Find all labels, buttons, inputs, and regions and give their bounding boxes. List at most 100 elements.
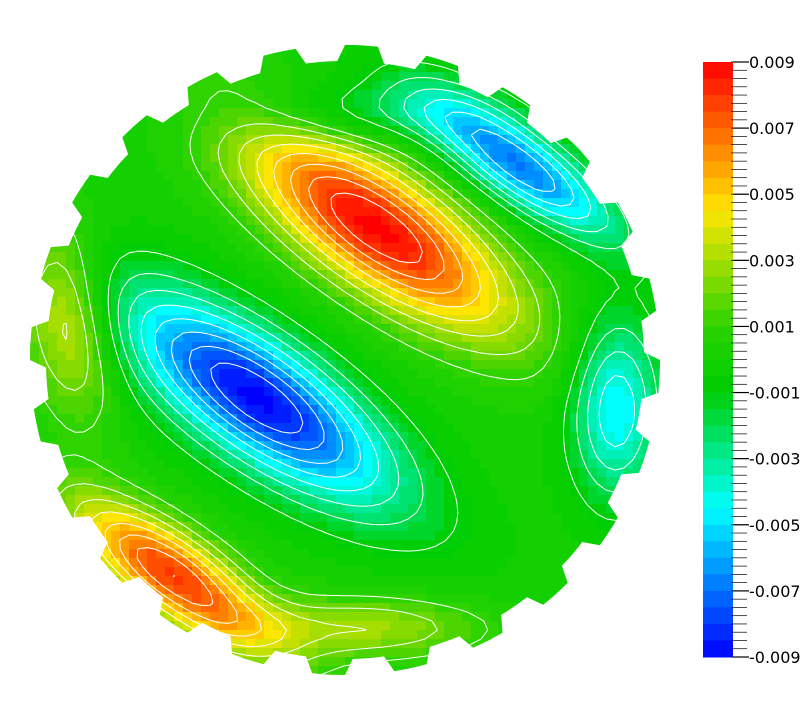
field-cell bbox=[102, 639, 112, 649]
field-cell bbox=[309, 180, 319, 190]
field-cell bbox=[336, 243, 346, 253]
field-cell bbox=[120, 549, 130, 559]
field-cell bbox=[192, 225, 202, 235]
field-cell bbox=[165, 630, 175, 640]
field-cell bbox=[588, 576, 598, 586]
field-cell bbox=[588, 468, 598, 478]
field-cell bbox=[48, 54, 58, 64]
field-cell bbox=[336, 72, 346, 82]
field-cell bbox=[75, 477, 85, 487]
field-cell bbox=[471, 486, 481, 496]
field-cell bbox=[534, 576, 544, 586]
field-cell bbox=[660, 288, 670, 298]
field-cell bbox=[588, 225, 598, 235]
field-cell bbox=[417, 90, 427, 100]
field-cell bbox=[30, 450, 40, 460]
field-cell bbox=[624, 369, 634, 379]
field-cell bbox=[579, 513, 589, 523]
field-cell bbox=[48, 432, 58, 442]
field-cell bbox=[516, 387, 526, 397]
field-cell bbox=[273, 117, 283, 127]
field-cell bbox=[615, 63, 625, 73]
field-cell bbox=[435, 603, 445, 613]
field-cell bbox=[624, 288, 634, 298]
field-cell bbox=[660, 90, 670, 100]
field-cell bbox=[444, 99, 454, 109]
field-cell bbox=[444, 477, 454, 487]
field-cell bbox=[381, 207, 391, 217]
field-cell bbox=[381, 522, 391, 532]
field-cell bbox=[381, 351, 391, 361]
field-cell bbox=[264, 477, 274, 487]
field-cell bbox=[174, 441, 184, 451]
field-cell bbox=[48, 423, 58, 433]
field-cell bbox=[507, 243, 517, 253]
field-cell bbox=[201, 81, 211, 91]
field-cell bbox=[543, 639, 553, 649]
field-cell bbox=[309, 279, 319, 289]
field-cell bbox=[336, 378, 346, 388]
field-cell bbox=[480, 432, 490, 442]
field-cell bbox=[30, 63, 31, 73]
field-cell bbox=[219, 99, 229, 109]
field-cell bbox=[399, 90, 409, 100]
field-cell bbox=[354, 198, 364, 208]
field-cell bbox=[597, 108, 607, 118]
field-cell bbox=[363, 153, 373, 163]
field-cell bbox=[264, 432, 274, 442]
field-cell bbox=[291, 99, 301, 109]
field-cell bbox=[48, 81, 58, 91]
field-cell bbox=[480, 99, 490, 109]
field-cell bbox=[327, 216, 337, 226]
field-cell bbox=[588, 63, 598, 73]
field-cell bbox=[489, 378, 499, 388]
field-cell bbox=[300, 45, 310, 46]
field-cell bbox=[372, 495, 382, 505]
field-cell bbox=[435, 63, 445, 73]
field-cell bbox=[156, 315, 166, 325]
field-cell bbox=[93, 72, 103, 82]
field-cell bbox=[237, 630, 247, 640]
field-cell bbox=[471, 369, 481, 379]
field-cell bbox=[93, 396, 103, 406]
field-cell bbox=[255, 144, 265, 154]
field-cell bbox=[192, 315, 202, 325]
field-cell bbox=[597, 81, 607, 91]
field-cell bbox=[399, 522, 409, 532]
field-cell bbox=[129, 567, 139, 577]
field-cell bbox=[228, 189, 238, 199]
field-cell bbox=[642, 108, 652, 118]
field-cell bbox=[633, 135, 643, 145]
field-cell bbox=[93, 423, 103, 433]
field-cell bbox=[606, 504, 616, 514]
field-cell bbox=[543, 324, 553, 334]
field-cell bbox=[237, 45, 247, 46]
field-cell bbox=[651, 81, 660, 91]
field-cell bbox=[120, 198, 130, 208]
field-cell bbox=[426, 225, 436, 235]
field-cell bbox=[633, 369, 643, 379]
field-cell bbox=[426, 90, 436, 100]
field-cell bbox=[381, 45, 391, 55]
field-cell bbox=[228, 342, 238, 352]
field-cell bbox=[408, 414, 418, 424]
field-cell bbox=[120, 45, 130, 46]
field-cell bbox=[579, 90, 589, 100]
field-cell bbox=[273, 324, 283, 334]
field-cell bbox=[48, 72, 58, 82]
field-cell bbox=[543, 117, 553, 127]
field-cell bbox=[534, 99, 544, 109]
field-cell bbox=[417, 72, 427, 82]
field-cell bbox=[480, 648, 490, 658]
field-cell bbox=[201, 252, 211, 262]
field-cell bbox=[516, 54, 526, 64]
field-cell bbox=[399, 198, 409, 208]
field-cell bbox=[291, 324, 301, 334]
field-cell bbox=[354, 468, 364, 478]
field-cell bbox=[273, 414, 283, 424]
field-cell bbox=[282, 45, 292, 55]
field-cell bbox=[48, 225, 58, 235]
field-cell bbox=[156, 486, 166, 496]
field-cell bbox=[219, 234, 229, 244]
field-cell bbox=[633, 621, 643, 631]
